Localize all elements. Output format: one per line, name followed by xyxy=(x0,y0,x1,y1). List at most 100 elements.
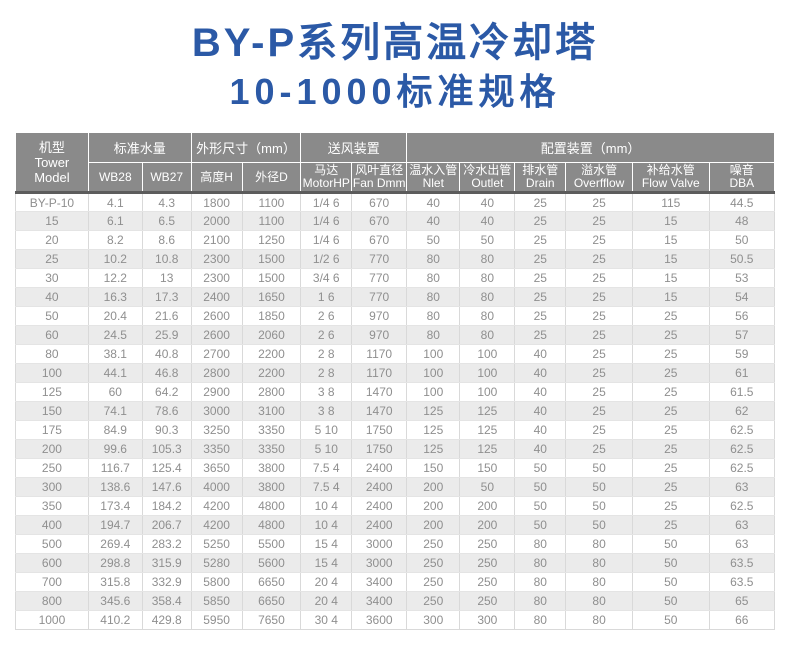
value-cell: 80 xyxy=(514,572,567,592)
value-cell: 63.5 xyxy=(708,572,776,592)
value-cell: 1500 xyxy=(241,268,302,288)
header-fan-diameter: 风叶直径 Fan Dmm xyxy=(351,162,408,194)
value-cell: 2060 xyxy=(241,325,302,345)
value-cell: 65 xyxy=(708,591,776,611)
value-cell: 25 xyxy=(631,496,710,516)
table-row: 700 315.8 332.9 5800 6650 20 4 3400 250 250 80 80 5… xyxy=(15,572,776,592)
value-cell: 63 xyxy=(708,477,776,497)
value-cell: 250 xyxy=(406,553,461,573)
value-cell: 25 xyxy=(631,477,710,497)
value-cell: 63 xyxy=(708,515,776,535)
value-cell: 2400 xyxy=(190,287,243,307)
value-cell: 25 xyxy=(565,211,633,231)
value-cell: 100 xyxy=(459,382,516,402)
value-cell: 25 xyxy=(565,192,633,212)
model-cell: 50 xyxy=(15,306,89,326)
value-cell: 80 xyxy=(406,249,461,269)
table-row: 350 173.4 184.2 4200 4800 10 4 2400 200 200 50 50 2… xyxy=(15,496,776,516)
value-cell: 250 xyxy=(406,572,461,592)
value-cell: 200 xyxy=(459,496,516,516)
value-cell: 80 xyxy=(406,268,461,288)
value-cell: 3 8 xyxy=(300,382,353,402)
value-cell: 50 xyxy=(565,496,633,516)
value-cell: 12.2 xyxy=(87,268,143,288)
value-cell: 20 4 xyxy=(300,591,353,611)
header-group-standard-water: 标准水量 xyxy=(87,132,192,163)
header-group-dimensions: 外形尺寸（mm） xyxy=(190,132,302,163)
value-cell: 332.9 xyxy=(141,572,192,592)
table-row: 25 10.2 10.8 2300 1500 1/2 6 770 80 80 25 25 15 50.5 xyxy=(15,249,776,269)
value-cell: 25 xyxy=(514,211,567,231)
value-cell: 59 xyxy=(708,344,776,364)
value-cell: 80 xyxy=(514,591,567,611)
table-row: 80 38.1 40.8 2700 2200 2 8 1170 100 100 40 25 25 59 xyxy=(15,344,776,364)
value-cell: 250 xyxy=(406,534,461,554)
value-cell: 61 xyxy=(708,363,776,383)
value-cell: 17.3 xyxy=(141,287,192,307)
value-cell: 15 xyxy=(631,249,710,269)
value-cell: 1/2 6 xyxy=(300,249,353,269)
value-cell: 3600 xyxy=(351,610,408,630)
header-wb27: WB27 xyxy=(141,162,192,194)
value-cell: 3650 xyxy=(190,458,243,478)
value-cell: 13 xyxy=(141,268,192,288)
value-cell: 60 xyxy=(87,382,143,402)
model-cell: 150 xyxy=(15,401,89,421)
table-row: 50 20.4 21.6 2600 1850 2 6 970 80 80 25 25 25 56 xyxy=(15,306,776,326)
value-cell: 1 6 xyxy=(300,287,353,307)
model-cell: 80 xyxy=(15,344,89,364)
value-cell: 40 xyxy=(514,420,567,440)
value-cell: 25.9 xyxy=(141,325,192,345)
spec-table-wrapper: 机型 Tower Model 标准水量 外形尺寸（mm） 送风装置 配置装置（m… xyxy=(15,132,776,630)
value-cell: 80 xyxy=(459,268,516,288)
value-cell: 25 xyxy=(514,268,567,288)
table-row: 30 12.2 13 2300 1500 3/4 6 770 80 80 25 25 15 53 xyxy=(15,268,776,288)
value-cell: 770 xyxy=(351,287,408,307)
value-cell: 25 xyxy=(565,268,633,288)
value-cell: 80 xyxy=(459,287,516,307)
value-cell: 15 xyxy=(631,287,710,307)
value-cell: 80 xyxy=(514,553,567,573)
value-cell: 80 xyxy=(565,610,633,630)
table-row: 400 194.7 206.7 4200 4800 10 4 2400 200 200 50 50 2… xyxy=(15,515,776,535)
value-cell: 100 xyxy=(459,344,516,364)
value-cell: 80 xyxy=(406,325,461,345)
spec-table: 机型 Tower Model 标准水量 外形尺寸（mm） 送风装置 配置装置（m… xyxy=(15,132,776,630)
value-cell: 4200 xyxy=(190,515,243,535)
value-cell: 2400 xyxy=(351,496,408,516)
value-cell: 100 xyxy=(406,382,461,402)
value-cell: 80 xyxy=(565,572,633,592)
value-cell: 5600 xyxy=(241,553,302,573)
value-cell: 62.5 xyxy=(708,458,776,478)
value-cell: 1750 xyxy=(351,420,408,440)
value-cell: 20 4 xyxy=(300,572,353,592)
value-cell: 2200 xyxy=(241,344,302,364)
value-cell: 2800 xyxy=(241,382,302,402)
value-cell: 1/4 6 xyxy=(300,230,353,250)
value-cell: 4800 xyxy=(241,515,302,535)
value-cell: 50 xyxy=(631,534,710,554)
value-cell: 100 xyxy=(459,363,516,383)
value-cell: 298.8 xyxy=(87,553,143,573)
value-cell: 66 xyxy=(708,610,776,630)
value-cell: 25 xyxy=(565,439,633,459)
table-row: 150 74.1 78.6 3000 3100 3 8 1470 125 125 40 25 25 62 xyxy=(15,401,776,421)
value-cell: 429.8 xyxy=(141,610,192,630)
value-cell: 10.2 xyxy=(87,249,143,269)
value-cell: 25 xyxy=(565,325,633,345)
value-cell: 50 xyxy=(631,591,710,611)
value-cell: 50 xyxy=(631,572,710,592)
header-diameter-d: 外径D xyxy=(241,162,302,194)
model-cell: 20 xyxy=(15,230,89,250)
header-overflow: 溢水管 Overfflow xyxy=(565,162,633,194)
value-cell: 315.8 xyxy=(87,572,143,592)
value-cell: 3250 xyxy=(190,420,243,440)
model-cell: 800 xyxy=(15,591,89,611)
model-cell: BY-P-10 xyxy=(15,192,89,212)
value-cell: 62.5 xyxy=(708,496,776,516)
value-cell: 150 xyxy=(406,458,461,478)
value-cell: 1170 xyxy=(351,363,408,383)
value-cell: 5280 xyxy=(190,553,243,573)
value-cell: 25 xyxy=(514,192,567,212)
value-cell: 125 xyxy=(459,439,516,459)
